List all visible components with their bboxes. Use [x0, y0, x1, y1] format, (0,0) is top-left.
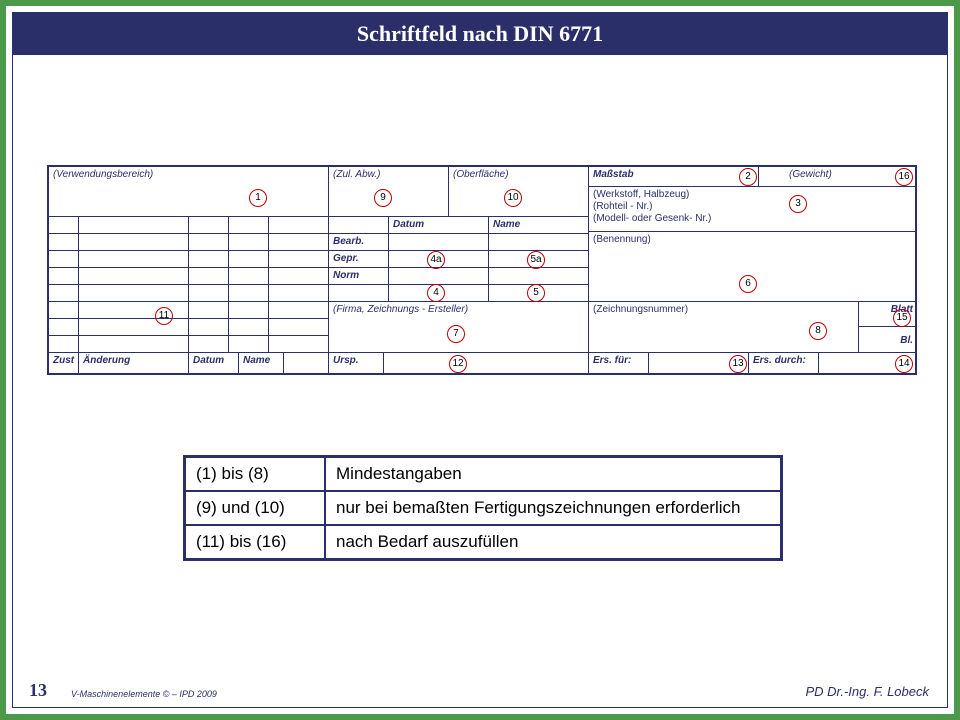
label-werkstoff1: (Werkstoff, Halbzeug): [593, 189, 689, 200]
legend-table: (1) bis (8) Mindestangaben (9) und (10) …: [183, 455, 783, 561]
label-massstab: Maßstab: [593, 169, 634, 180]
slide-body: (Verwendungsbereich): [13, 55, 947, 705]
marker-13: 13: [729, 355, 747, 373]
label-zust: Zust: [53, 355, 74, 366]
label-aenderung: Änderung: [83, 355, 130, 366]
marker-6: 6: [739, 275, 757, 293]
marker-12: 12: [449, 355, 467, 373]
marker-14: 14: [895, 355, 913, 373]
legend-row: (11) bis (16) nach Bedarf auszufüllen: [185, 525, 781, 559]
author: PD Dr.-Ing. F. Lobeck: [805, 684, 929, 699]
marker-3: 3: [789, 195, 807, 213]
marker-15: 15: [893, 309, 911, 327]
marker-16: 16: [895, 168, 913, 186]
label-oberflaeche: (Oberfläche): [453, 169, 509, 180]
label-ers-fuer: Ers. für:: [593, 355, 631, 366]
marker-2: 2: [739, 168, 757, 186]
marker-1: 1: [249, 189, 267, 207]
marker-9: 9: [374, 189, 392, 207]
marker-8: 8: [809, 322, 827, 340]
legend-cell-right: nach Bedarf auszufüllen: [325, 525, 781, 559]
label-firma: (Firma, Zeichnungs - Ersteller): [333, 304, 468, 315]
label-gewicht: (Gewicht): [789, 169, 832, 180]
label-datum2: Datum: [193, 355, 224, 366]
marker-7: 7: [447, 325, 465, 343]
label-gepr: Gepr.: [333, 253, 359, 264]
label-norm: Norm: [333, 270, 359, 281]
legend-cell-left: (11) bis (16): [185, 525, 325, 559]
page-title: Schriftfeld nach DIN 6771: [13, 13, 947, 55]
label-bl: Bl.: [900, 335, 913, 346]
marker-10: 10: [504, 189, 522, 207]
slide-inner: Schriftfeld nach DIN 6771 (Verwendungsbe…: [12, 12, 948, 708]
marker-4a: 4a: [427, 251, 445, 269]
label-zul-abw: (Zul. Abw.): [333, 169, 380, 180]
marker-5a: 5a: [527, 251, 545, 269]
slide-frame: Schriftfeld nach DIN 6771 (Verwendungsbe…: [0, 0, 960, 720]
label-zeichnungsnummer: (Zeichnungsnummer): [593, 304, 688, 315]
marker-5: 5: [527, 284, 545, 302]
label-bearb: Bearb.: [333, 236, 364, 247]
legend-cell-right: nur bei bemaßten Fertigungszeichnungen e…: [325, 491, 781, 525]
footer: 13 V-Maschinenelemente © – IPD 2009 PD D…: [13, 677, 947, 707]
label-verwendungsbereich: (Verwendungsbereich): [53, 169, 153, 180]
din6771-titleblock: (Verwendungsbereich): [47, 165, 917, 375]
legend-cell-right: Mindestangaben: [325, 457, 781, 491]
label-benennung: (Benennung): [593, 234, 651, 245]
copyright: V-Maschinenelemente © – IPD 2009: [71, 689, 217, 699]
label-werkstoff2: (Rohteil - Nr.): [593, 201, 652, 212]
legend-cell-left: (9) und (10): [185, 491, 325, 525]
legend-row: (9) und (10) nur bei bemaßten Fertigungs…: [185, 491, 781, 525]
label-datum: Datum: [393, 219, 424, 230]
label-werkstoff3: (Modell- oder Gesenk- Nr.): [593, 213, 711, 224]
label-name2: Name: [243, 355, 270, 366]
marker-11: 11: [155, 307, 173, 325]
legend-cell-left: (1) bis (8): [185, 457, 325, 491]
label-name: Name: [493, 219, 520, 230]
page-number: 13: [29, 680, 47, 701]
marker-4: 4: [427, 284, 445, 302]
legend-row: (1) bis (8) Mindestangaben: [185, 457, 781, 491]
label-ursp: Ursp.: [333, 355, 359, 366]
label-ers-durch: Ers. durch:: [753, 355, 806, 366]
